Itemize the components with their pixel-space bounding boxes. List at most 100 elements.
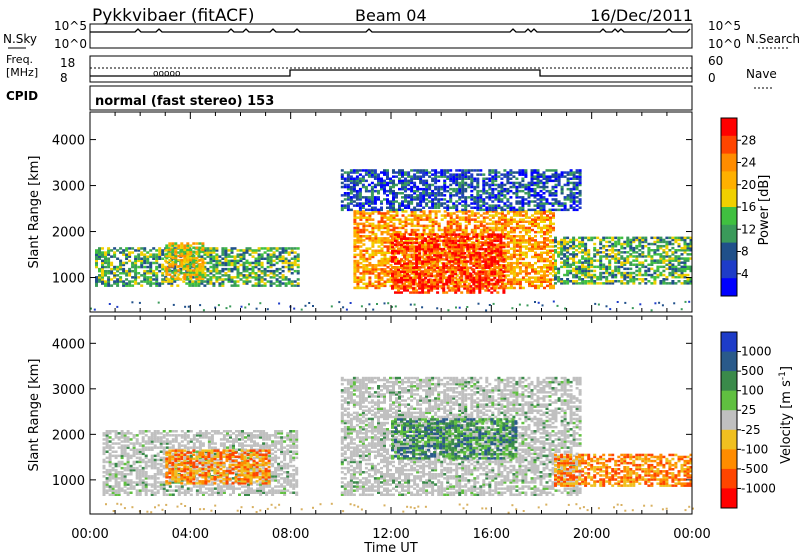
heatmap-cell — [415, 283, 418, 286]
heatmap-cell — [457, 244, 460, 247]
heatmap-cell — [131, 251, 134, 254]
heatmap-cell — [575, 245, 578, 248]
heatmap-cell — [540, 235, 543, 238]
heatmap-cell — [414, 225, 417, 228]
heatmap-cell — [392, 169, 395, 172]
date-title: 16/Dec/2011 — [590, 6, 693, 25]
heatmap-cell — [478, 271, 481, 274]
heatmap-cell — [521, 169, 524, 172]
heatmap-cell — [406, 238, 409, 241]
heatmap-cell — [282, 270, 285, 273]
heatmap-cell — [122, 268, 125, 271]
heatmap-cell — [561, 209, 564, 212]
heatmap-cell — [279, 272, 282, 275]
heatmap-cell — [489, 214, 492, 217]
heatmap-cell — [165, 267, 168, 270]
heatmap-cell — [252, 249, 255, 252]
heatmap-cell — [104, 251, 107, 254]
heatmap-cell — [158, 247, 161, 250]
heatmap-cell — [491, 200, 494, 203]
heatmap-cell — [479, 173, 482, 176]
heatmap-cell — [384, 221, 387, 224]
heatmap-cell — [451, 287, 454, 290]
heatmap-cell — [510, 216, 513, 219]
heatmap-cell — [537, 254, 540, 257]
heatmap-cell — [359, 276, 362, 279]
heatmap-cell — [463, 267, 466, 270]
heatmap-cell — [221, 278, 224, 281]
heatmap-cell — [605, 276, 608, 279]
heatmap-cell — [608, 245, 611, 248]
heatmap-cell — [671, 247, 674, 250]
heatmap-cell — [228, 253, 231, 256]
heatmap-cell — [419, 188, 422, 191]
heatmap-cell — [200, 255, 203, 258]
heatmap-cell — [471, 218, 474, 221]
heatmap-cell — [626, 255, 629, 258]
heatmap-cell — [502, 271, 505, 274]
heatmap-cell — [171, 271, 174, 274]
heatmap-cell — [461, 209, 464, 212]
heatmap-cell — [437, 180, 440, 183]
heatmap-cell — [243, 274, 246, 277]
heatmap-cell — [516, 235, 519, 238]
heatmap-cell — [406, 242, 409, 245]
heatmap-cell — [656, 274, 659, 277]
heatmap-cell — [484, 289, 487, 292]
heatmap-cell — [449, 188, 452, 191]
heatmap-cell — [502, 279, 505, 282]
heatmap-cell — [406, 258, 409, 261]
heatmap-cell — [490, 256, 493, 259]
heatmap-cell — [152, 278, 155, 281]
heatmap-cell — [276, 255, 279, 258]
heatmap-cell — [107, 270, 110, 273]
heatmap-cell — [412, 267, 415, 270]
heatmap-cell — [593, 270, 596, 273]
heatmap-cell — [462, 229, 465, 232]
heatmap-cell — [356, 169, 359, 172]
heatmap-cell — [534, 182, 537, 185]
heatmap-cell — [191, 280, 194, 283]
heatmap-cell — [165, 244, 168, 247]
heatmap-cell — [168, 273, 171, 276]
heatmap-cell — [674, 237, 677, 240]
heatmap-cell — [119, 260, 122, 263]
heatmap-cell — [549, 278, 552, 281]
heatmap-cell — [659, 253, 662, 256]
heatmap-cell — [433, 264, 436, 267]
heatmap-cell — [362, 223, 365, 226]
heatmap-cell — [140, 247, 143, 250]
heatmap-cell — [291, 262, 294, 265]
heatmap-cell — [231, 260, 234, 263]
heatmap-cell — [617, 280, 620, 283]
heatmap-cell — [525, 210, 528, 213]
heatmap-cell — [463, 252, 466, 255]
heatmap-cell — [116, 258, 119, 261]
heatmap-cell — [413, 190, 416, 193]
heatmap-cell — [249, 247, 252, 250]
heatmap-cell — [146, 266, 149, 269]
heatmap-cell — [525, 221, 528, 224]
heatmap-cell — [433, 254, 436, 257]
heatmap-cell — [503, 202, 506, 205]
heatmap-cell — [401, 180, 404, 183]
heatmap-cell — [430, 256, 433, 259]
heatmap-cell — [418, 269, 421, 272]
heatmap-cell — [522, 225, 525, 228]
heatmap-cell — [362, 250, 365, 253]
heatmap-cell — [439, 240, 442, 243]
heatmap-cell — [522, 287, 525, 290]
heatmap-cell — [381, 268, 384, 271]
heatmap-cell — [557, 247, 560, 250]
heatmap-cell — [473, 178, 476, 181]
heatmap-cell — [611, 237, 614, 240]
heatmap-cell — [394, 291, 397, 294]
heatmap-cell — [456, 221, 459, 224]
heatmap-cell — [464, 188, 467, 191]
heatmap-cell — [519, 231, 522, 234]
heatmap-cell — [365, 247, 368, 250]
heatmap-cell — [408, 218, 411, 221]
heatmap-cell — [531, 214, 534, 217]
heatmap-cell — [341, 186, 344, 189]
